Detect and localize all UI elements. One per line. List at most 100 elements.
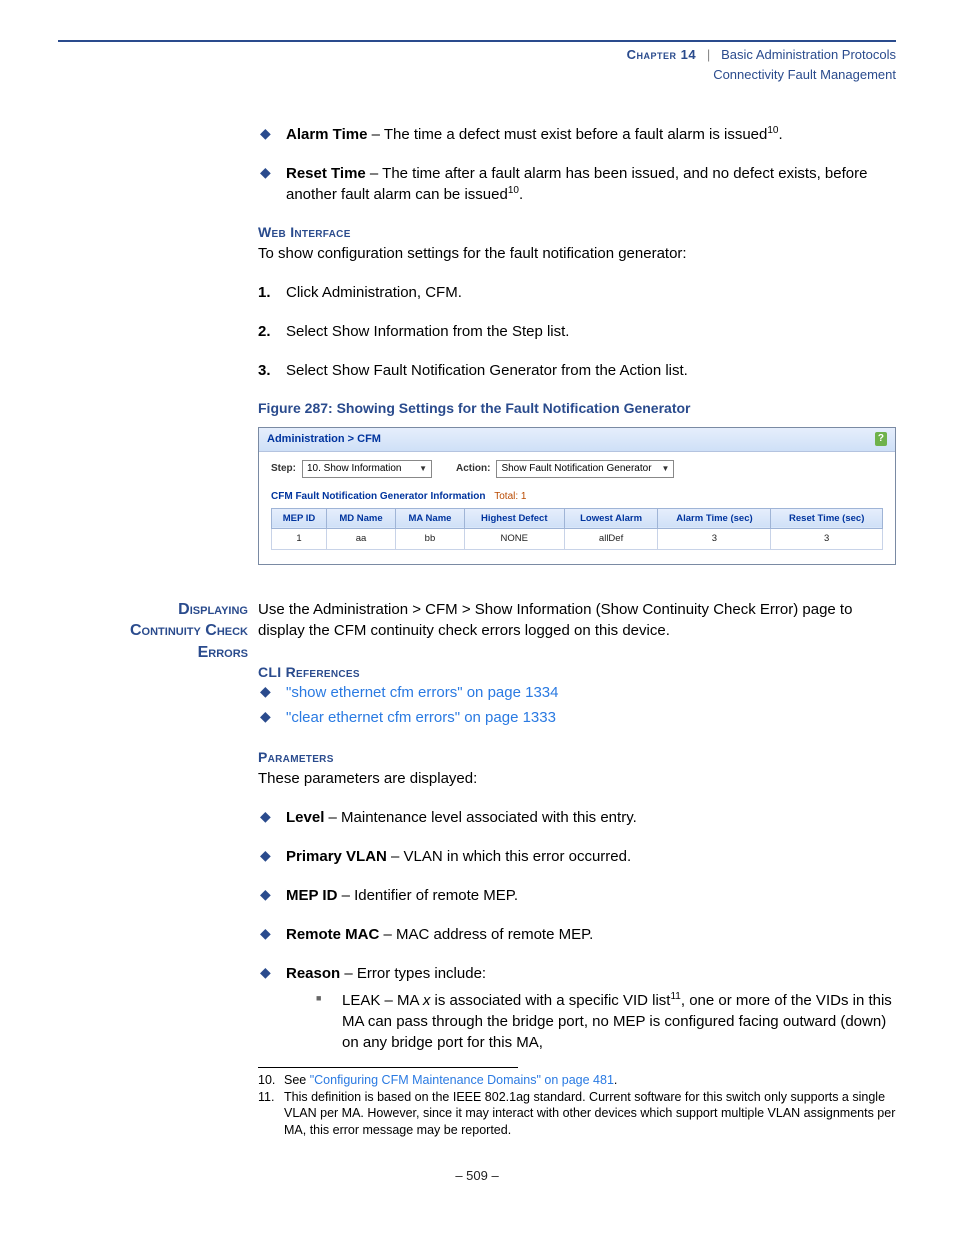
cli-link[interactable]: "clear ethernet cfm errors" on page 1333	[286, 709, 556, 726]
action-select-value: Show Fault Notification Generator	[501, 462, 651, 476]
web-interface-heading: Web Interface	[258, 223, 896, 243]
section-displaying-errors: Displaying Continuity Check Errors Use t…	[58, 599, 896, 1140]
parameters-heading: Parameters	[258, 748, 896, 768]
cell: bb	[396, 529, 465, 549]
subitem-post1: is associated with a specific VID list	[430, 992, 670, 1009]
col-header: MD Name	[326, 508, 395, 528]
tail: .	[519, 186, 523, 203]
term: Alarm Time	[286, 126, 367, 143]
table-row: 1 aa bb NONE allDef 3 3	[272, 529, 883, 549]
step-text: Select Show Fault Notification Generator…	[286, 362, 688, 379]
term: Primary VLAN	[286, 848, 387, 865]
cell: NONE	[464, 529, 564, 549]
desc: – Error types include:	[340, 965, 486, 982]
header-sep: |	[700, 47, 718, 62]
header-subtitle: Connectivity Fault Management	[58, 66, 896, 84]
desc: – The time a defect must exist before a …	[367, 126, 767, 143]
desc: – VLAN in which this error occurred.	[387, 848, 631, 865]
parameters-intro: These parameters are displayed:	[258, 768, 896, 789]
list-item: MEP ID – Identifier of remote MEP.	[258, 885, 896, 906]
steps-list: 1.Click Administration, CFM. 2.Select Sh…	[258, 282, 896, 381]
desc: – MAC address of remote MEP.	[379, 926, 593, 943]
desc: – The time after a fault alarm has been …	[286, 165, 867, 203]
footnote-10: 10.See "Configuring CFM Maintenance Doma…	[258, 1072, 896, 1089]
figure-caption: Figure 287: Showing Settings for the Fau…	[258, 399, 896, 419]
selector-row: Step: 10. Show Information ▼ Action: Sho…	[271, 460, 883, 478]
sub-list: LEAK – MA x is associated with a specifi…	[286, 990, 896, 1053]
footnote-ref: 11	[670, 991, 680, 1002]
heading-line: Continuity Check	[130, 622, 248, 639]
col-header: Reset Time (sec)	[771, 508, 883, 528]
table-title-text: CFM Fault Notification Generator Informa…	[271, 491, 485, 502]
col-header: Highest Defect	[464, 508, 564, 528]
col-header: MA Name	[396, 508, 465, 528]
step-item: 3.Select Show Fault Notification Generat…	[258, 360, 896, 381]
footnote-num: 11.	[258, 1089, 284, 1140]
cell: 1	[272, 529, 327, 549]
footnote-rule	[258, 1067, 518, 1068]
footnote-num: 10.	[258, 1072, 284, 1089]
table-title: CFM Fault Notification Generator Informa…	[271, 490, 883, 504]
list-item: Level – Maintenance level associated wit…	[258, 807, 896, 828]
cell: 3	[771, 529, 883, 549]
list-item: Alarm Time – The time a defect must exis…	[258, 124, 896, 145]
footnote-link[interactable]: "Configuring CFM Maintenance Domains" on…	[310, 1073, 614, 1087]
list-item: Primary VLAN – VLAN in which this error …	[258, 846, 896, 867]
total-label: Total: 1	[494, 491, 526, 502]
list-item: Reason – Error types include: LEAK – MA …	[258, 963, 896, 1053]
cell: allDef	[564, 529, 658, 549]
breadcrumb: Administration > CFM	[267, 432, 381, 447]
cli-link[interactable]: "show ethernet cfm errors" on page 1334	[286, 684, 558, 701]
step-select-value: 10. Show Information	[307, 462, 402, 476]
subitem-pre: LEAK – MA	[342, 992, 423, 1009]
desc: – Maintenance level associated with this…	[324, 809, 636, 826]
col-header: MEP ID	[272, 508, 327, 528]
chevron-down-icon: ▼	[662, 463, 670, 474]
cell: 3	[658, 529, 771, 549]
list-item: Reset Time – The time after a fault alar…	[258, 163, 896, 205]
section-intro: Use the Administration > CFM > Show Info…	[258, 599, 896, 641]
step-select[interactable]: 10. Show Information ▼	[302, 460, 432, 478]
footnote-ref: 10	[767, 125, 778, 136]
col-header: Lowest Alarm	[564, 508, 658, 528]
action-select[interactable]: Show Fault Notification Generator ▼	[496, 460, 674, 478]
action-label: Action:	[456, 462, 490, 476]
step-item: 2.Select Show Information from the Step …	[258, 321, 896, 342]
sidebar-section-heading: Displaying Continuity Check Errors	[58, 599, 258, 664]
web-interface-intro: To show configuration settings for the f…	[258, 243, 896, 264]
footnote-text: This definition is based on the IEEE 802…	[284, 1089, 896, 1140]
step-label: Step:	[271, 462, 296, 476]
heading-line: Errors	[198, 644, 248, 661]
chevron-down-icon: ▼	[419, 463, 427, 474]
col-header: Alarm Time (sec)	[658, 508, 771, 528]
term: Reason	[286, 965, 340, 982]
list-item: LEAK – MA x is associated with a specifi…	[286, 990, 896, 1053]
step-item: 1.Click Administration, CFM.	[258, 282, 896, 303]
list-item: Remote MAC – MAC address of remote MEP.	[258, 924, 896, 945]
footnote-pre: See	[284, 1073, 310, 1087]
screenshot-box: Administration > CFM ? Step: 10. Show In…	[258, 427, 896, 565]
footnote-post: .	[614, 1073, 617, 1087]
term: MEP ID	[286, 887, 337, 904]
bullet-list-top: Alarm Time – The time a defect must exis…	[258, 124, 896, 205]
cli-references-heading: CLI References	[258, 663, 896, 683]
footnote-11: 11.This definition is based on the IEEE …	[258, 1089, 896, 1140]
data-table: MEP ID MD Name MA Name Highest Defect Lo…	[271, 508, 883, 550]
heading-line: Displaying	[178, 601, 248, 618]
screenshot-header: Administration > CFM ?	[259, 428, 895, 452]
term: Reset Time	[286, 165, 366, 182]
term: Level	[286, 809, 324, 826]
cell: aa	[326, 529, 395, 549]
tail: .	[778, 126, 782, 143]
cli-link-list: "show ethernet cfm errors" on page 1334 …	[258, 682, 896, 728]
header-title: Basic Administration Protocols	[721, 47, 896, 62]
desc: – Identifier of remote MEP.	[337, 887, 518, 904]
step-text: Click Administration, CFM.	[286, 284, 462, 301]
term: Remote MAC	[286, 926, 379, 943]
footnote-ref: 10	[508, 185, 519, 196]
chapter-label: Chapter 14	[627, 47, 696, 62]
list-item: "show ethernet cfm errors" on page 1334	[258, 682, 896, 703]
page-number: – 509 –	[58, 1167, 896, 1185]
list-item: "clear ethernet cfm errors" on page 1333	[258, 707, 896, 728]
help-icon[interactable]: ?	[875, 432, 887, 446]
